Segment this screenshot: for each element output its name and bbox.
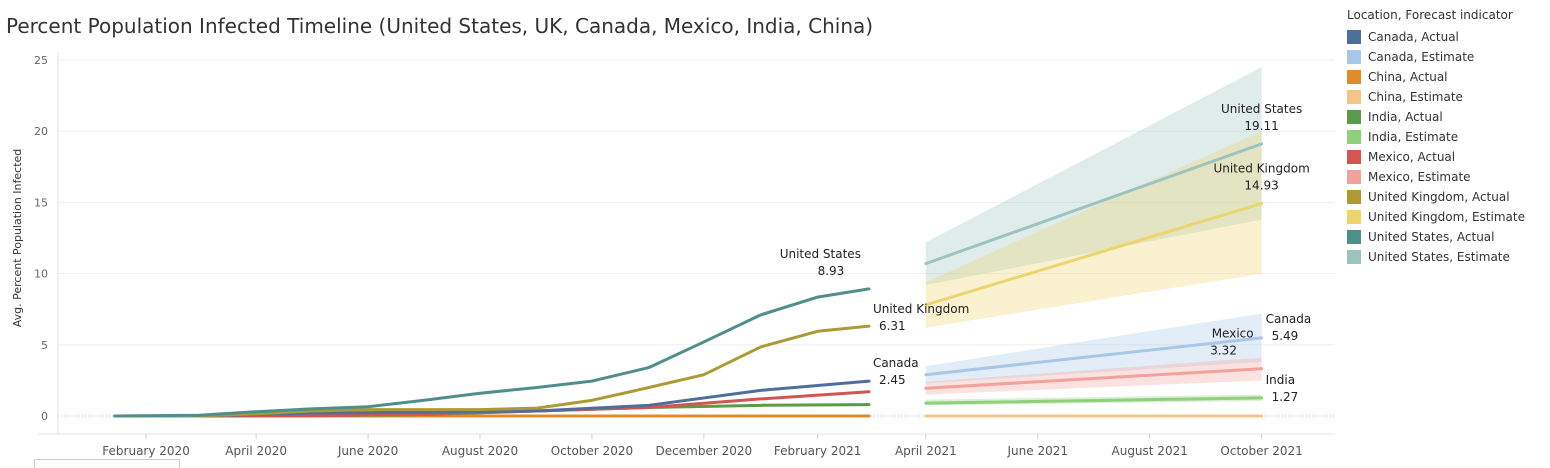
legend-item[interactable]: United States, Actual <box>1347 227 1547 247</box>
legend-label: United States, Actual <box>1368 230 1495 244</box>
annotation-value: 2.45 <box>879 373 906 387</box>
legend-item[interactable]: United States, Estimate <box>1347 247 1547 267</box>
legend-item[interactable]: United Kingdom, Actual <box>1347 187 1547 207</box>
x-tick-label: February 2020 <box>102 444 190 458</box>
forecast-band <box>925 67 1262 285</box>
legend-swatch <box>1347 130 1361 144</box>
legend-swatch <box>1347 170 1361 184</box>
annotation-name: Canada <box>873 356 919 370</box>
legend: Location, Forecast indicator Canada, Act… <box>1347 8 1547 267</box>
annotation-name: United Kingdom <box>873 302 969 316</box>
x-tick-label: August 2021 <box>1112 444 1188 458</box>
legend-item[interactable]: India, Actual <box>1347 107 1547 127</box>
x-tick-label: October 2021 <box>1220 444 1302 458</box>
legend-label: Mexico, Estimate <box>1368 170 1471 184</box>
annotation-name: India <box>1266 373 1295 387</box>
legend-label: India, Actual <box>1368 110 1443 124</box>
x-tick-label: June 2020 <box>337 444 399 458</box>
legend-items: Canada, Actual Canada, Estimate China, Act… <box>1347 27 1547 267</box>
series-line <box>924 396 1264 405</box>
legend-label: Canada, Actual <box>1368 30 1459 44</box>
legend-label: India, Estimate <box>1368 130 1459 144</box>
legend-item[interactable]: Canada, Actual <box>1347 27 1547 47</box>
axes: 0 5 10 15 20 25 Avg. Percent Population Infect… <box>11 52 1335 458</box>
annotations: United States 8.93 United Kingdom 6.31 Canad… <box>780 102 1312 404</box>
x-tick-label: June 2021 <box>1007 444 1069 458</box>
y-tick-label: 5 <box>41 339 48 352</box>
legend-swatch <box>1347 30 1361 44</box>
annotation-value: 3.32 <box>1210 344 1237 358</box>
annotation-value: 1.27 <box>1272 390 1299 404</box>
line-chart: 0 5 10 15 20 25 Avg. Percent Population Infect… <box>11 52 1335 458</box>
legend-item[interactable]: China, Estimate <box>1347 87 1547 107</box>
legend-swatch <box>1347 150 1361 164</box>
annotation-value: 19.11 <box>1244 119 1278 133</box>
series-line <box>924 336 1264 377</box>
x-tick-label: April 2020 <box>225 444 287 458</box>
legend-label: Canada, Estimate <box>1368 50 1475 64</box>
legend-swatch <box>1347 110 1361 124</box>
series-line <box>113 324 871 418</box>
legend-item[interactable]: Canada, Estimate <box>1347 47 1547 67</box>
annotation-name: United States <box>1221 102 1302 116</box>
y-tick-label: 0 <box>41 410 48 423</box>
annotation-name: Mexico <box>1212 327 1254 341</box>
series-line <box>924 367 1264 390</box>
legend-swatch <box>1347 50 1361 64</box>
legend-item[interactable]: Mexico, Estimate <box>1347 167 1547 187</box>
y-tick-label: 15 <box>34 196 48 209</box>
x-tick-label: December 2020 <box>656 444 753 458</box>
series-line <box>113 287 871 418</box>
annotation-name: Canada <box>1266 312 1312 326</box>
legend-swatch <box>1347 250 1361 264</box>
series-line <box>924 142 1264 266</box>
legend-item[interactable]: China, Actual <box>1347 67 1547 87</box>
y-axis-title: Avg. Percent Population Infected <box>11 149 24 328</box>
legend-label: United States, Estimate <box>1368 250 1510 264</box>
annotation-value: 14.93 <box>1244 178 1278 192</box>
legend-swatch <box>1347 210 1361 224</box>
annotation-value: 6.31 <box>879 319 906 333</box>
forecast-band <box>925 357 1262 395</box>
legend-swatch <box>1347 190 1361 204</box>
gridlines <box>58 59 1335 417</box>
legend-item[interactable]: India, Estimate <box>1347 127 1547 147</box>
x-tick-label: August 2020 <box>442 444 518 458</box>
x-tick-label: April 2021 <box>895 444 957 458</box>
annotation-value: 5.49 <box>1272 329 1299 343</box>
legend-item[interactable]: United Kingdom, Estimate <box>1347 207 1547 227</box>
chart-title: Percent Population Infected Timeline (Un… <box>6 14 874 38</box>
legend-item[interactable]: Mexico, Actual <box>1347 147 1547 167</box>
series-line <box>924 201 1264 307</box>
legend-swatch <box>1347 70 1361 84</box>
y-tick-label: 25 <box>34 54 48 67</box>
x-tick-label: February 2021 <box>774 444 862 458</box>
annotation-name: United States <box>780 247 861 261</box>
legend-label: China, Estimate <box>1368 90 1463 104</box>
legend-swatch <box>1347 90 1361 104</box>
horizontal-scrollbar[interactable] <box>34 459 180 468</box>
annotation-value: 8.93 <box>818 264 845 278</box>
legend-label: China, Actual <box>1368 70 1448 84</box>
y-tick-label: 20 <box>34 125 48 138</box>
legend-title: Location, Forecast indicator <box>1347 8 1513 22</box>
legend-label: United Kingdom, Actual <box>1368 190 1510 204</box>
legend-label: United Kingdom, Estimate <box>1368 210 1525 224</box>
annotation-name: United Kingdom <box>1213 161 1309 175</box>
y-tick-label: 10 <box>34 268 48 281</box>
series-lines <box>113 142 1264 418</box>
legend-label: Mexico, Actual <box>1368 150 1456 164</box>
legend-swatch <box>1347 230 1361 244</box>
x-tick-label: October 2020 <box>551 444 633 458</box>
